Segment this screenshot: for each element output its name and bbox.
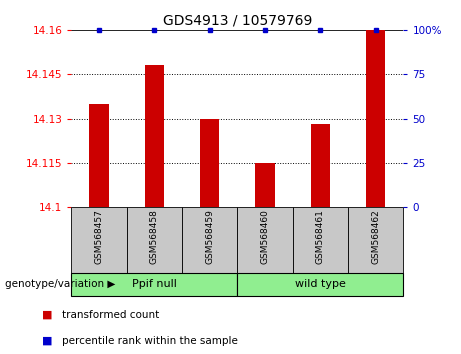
Text: wild type: wild type [295, 279, 346, 289]
Bar [145, 65, 164, 207]
Bar [366, 30, 385, 207]
Bar [71, 273, 237, 296]
Bar [89, 104, 109, 207]
Bar [348, 207, 403, 273]
Bar [237, 273, 403, 296]
Text: transformed count: transformed count [62, 310, 160, 320]
Bar [255, 163, 275, 207]
Bar [200, 119, 219, 207]
Text: GSM568458: GSM568458 [150, 209, 159, 264]
Text: GSM568460: GSM568460 [260, 209, 270, 264]
Text: GSM568459: GSM568459 [205, 209, 214, 264]
Bar [127, 207, 182, 273]
Text: percentile rank within the sample: percentile rank within the sample [62, 336, 238, 346]
Text: genotype/variation ▶: genotype/variation ▶ [5, 279, 115, 289]
Bar [293, 207, 348, 273]
Text: GSM568462: GSM568462 [371, 209, 380, 264]
Bar [237, 207, 293, 273]
Text: Ppif null: Ppif null [132, 279, 177, 289]
Text: ■: ■ [41, 310, 52, 320]
Title: GDS4913 / 10579769: GDS4913 / 10579769 [163, 13, 312, 28]
Bar [311, 125, 330, 207]
Text: ■: ■ [41, 336, 52, 346]
Bar [71, 207, 127, 273]
Text: GSM568457: GSM568457 [95, 209, 104, 264]
Text: GSM568461: GSM568461 [316, 209, 325, 264]
Bar [182, 207, 237, 273]
